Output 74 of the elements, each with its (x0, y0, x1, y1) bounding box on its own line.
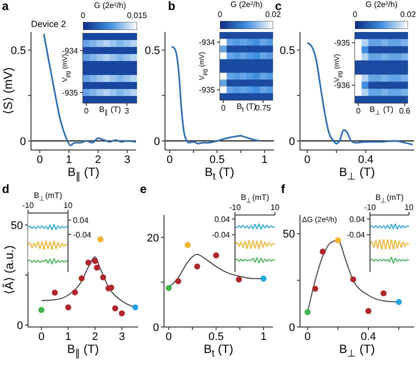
y-tick-label: 0 (288, 136, 295, 148)
y2-tick-label: 0.04 (73, 216, 90, 225)
y-tick-label: -935 (334, 38, 351, 48)
chart-title: b (168, 0, 176, 13)
x-axis-title: B$_{⊥}$ (T) (339, 165, 375, 182)
x-tick-label: 0.4 (360, 330, 376, 343)
x-tick-label: 1 (260, 330, 267, 343)
x-axis-title: B$_{∥}$ (T) (67, 342, 99, 360)
x-axis-title: B$_{⊥}$(mT) (240, 193, 270, 206)
y-tick-label: 50 (282, 228, 295, 241)
x-tick-label: 3 (124, 106, 130, 116)
y-tick-label: 0.5 (280, 45, 295, 58)
x-tick-label: 1 (65, 330, 72, 343)
x-tick-label: 0.4 (358, 154, 374, 166)
y-tick-label: -934 (198, 38, 216, 48)
chart-title: e (140, 182, 147, 196)
x-tick-label: 0 (166, 154, 173, 166)
color-bar-label: 0.015 (126, 11, 148, 20)
y-tick-label: -935 (62, 88, 79, 98)
x-tick-label: 10 (64, 201, 73, 210)
x-axis-title: B$_{t}$ (T) (204, 342, 234, 360)
x-tick-label: 0 (38, 330, 44, 343)
x-tick-label: 1 (261, 154, 268, 166)
x-tick-label: -10 (364, 203, 376, 212)
x-tick-label: -10 (229, 203, 242, 212)
x-tick-label: 10 (270, 203, 280, 212)
y-tick-label: 0 (154, 136, 160, 148)
x-tick-label: 0 (36, 154, 43, 166)
chart-title: f (281, 182, 285, 196)
y-axis-title: ⟨Â⟩ (a.u.) (2, 245, 16, 295)
x-axis-title: B$_{⊥}$(mT) (375, 193, 404, 205)
y-tick-label: 0 (16, 320, 23, 332)
x-tick-label: 0.6 (399, 106, 411, 116)
y-tick-label: 0 (152, 322, 159, 334)
x-tick-label: 0 (304, 154, 310, 166)
color-bar-title: G (2e²/h) (94, 1, 126, 10)
y-tick-label: 50 (10, 220, 23, 232)
color-bar-title: G (2e²/h) (365, 0, 398, 9)
chart-title: a (2, 0, 9, 13)
y-tick-label: 0.5 (10, 45, 26, 58)
x-tick-label: 0 (84, 106, 90, 116)
x-axis-title: B$_{⊥}$ (T) (370, 105, 394, 118)
y-tick-label: -934 (62, 46, 79, 56)
color-bar-label: 0 (80, 11, 86, 20)
x-tick-label: -10 (22, 201, 34, 210)
x-axis-title: B$_{∥}$ (T) (99, 105, 121, 118)
chart-title: d (2, 182, 10, 196)
y-tick-label: -935 (198, 86, 216, 95)
y-tick-label: 0.5 (144, 45, 160, 58)
text: Device 2 (31, 19, 66, 29)
x-axis-title: B$_{∥}$ (T) (68, 165, 100, 182)
chart-title: c (275, 0, 282, 13)
color-bar-label: 0.02 (265, 10, 281, 19)
y-tick-label: 0 (20, 136, 26, 148)
x-tick-label: 2 (92, 330, 98, 343)
x-axis-title: B$_{⊥}$ (T) (339, 342, 375, 360)
y-axis-title: ⟨S⟩ (mV) (1, 67, 15, 115)
y-tick-label: 0 (288, 322, 295, 334)
x-tick-label: 0.75 (255, 104, 272, 113)
x-axis-title: B$_{t}$ (T) (236, 102, 256, 114)
x-tick-label: 1 (66, 154, 72, 166)
y-tick-label: -936 (334, 81, 351, 90)
x-tick-label: 3 (118, 330, 125, 343)
x-axis-title: B$_{⊥}$(mT) (34, 191, 62, 204)
x-tick-label: 10 (404, 203, 414, 212)
x-tick-label: 3 (124, 154, 130, 166)
x-tick-label: 2 (95, 154, 102, 166)
y2-tick-label: -0.04 (73, 230, 92, 240)
y-tick-label: 20 (146, 232, 159, 244)
x-axis-title: B$_{t}$ (T) (204, 165, 234, 182)
x-tick-label: 0 (166, 330, 172, 343)
color-bar-label: 0.02 (400, 10, 416, 19)
x-tick-label: 0 (304, 330, 311, 343)
color-bar-title: G (2e²/h) (230, 0, 263, 9)
